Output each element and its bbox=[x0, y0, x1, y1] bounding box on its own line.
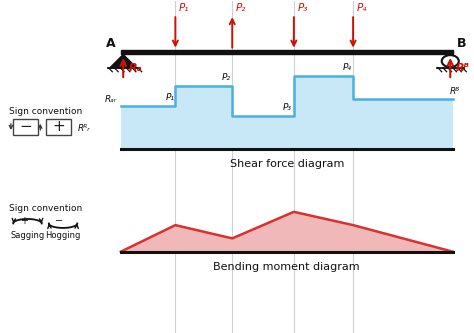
Text: Sign convention: Sign convention bbox=[9, 107, 82, 116]
Polygon shape bbox=[121, 76, 453, 149]
Text: P₃: P₃ bbox=[298, 3, 308, 13]
Text: Bending moment diagram: Bending moment diagram bbox=[213, 262, 360, 272]
Text: P₁: P₁ bbox=[166, 93, 175, 102]
Text: P₄: P₄ bbox=[357, 3, 367, 13]
Text: +: + bbox=[20, 216, 27, 226]
Text: P₄: P₄ bbox=[342, 63, 351, 72]
Text: Sign convention: Sign convention bbox=[9, 204, 82, 213]
Text: P₂: P₂ bbox=[236, 3, 246, 13]
Text: Rₐ: Rₐ bbox=[129, 63, 143, 73]
Text: −: − bbox=[55, 216, 64, 226]
Text: +: + bbox=[53, 119, 65, 134]
Text: Hogging: Hogging bbox=[46, 231, 81, 240]
Bar bbox=[121, 51, 453, 55]
Text: Rᴿᵣ: Rᴿᵣ bbox=[77, 124, 90, 133]
Bar bbox=[46, 119, 71, 135]
Polygon shape bbox=[110, 55, 137, 68]
Text: A: A bbox=[106, 37, 116, 50]
Text: −: − bbox=[19, 119, 32, 134]
Text: Sagging: Sagging bbox=[10, 231, 45, 240]
Text: B: B bbox=[456, 37, 466, 50]
Text: Shear force diagram: Shear force diagram bbox=[229, 159, 344, 169]
Text: Rᴮ: Rᴮ bbox=[450, 87, 460, 96]
Text: P₂: P₂ bbox=[221, 73, 230, 82]
Polygon shape bbox=[121, 212, 453, 252]
Bar bbox=[13, 119, 38, 135]
Text: P₁: P₁ bbox=[179, 3, 190, 13]
Text: Rₐᵣ: Rₐᵣ bbox=[105, 95, 117, 104]
Text: Rᴮ: Rᴮ bbox=[456, 63, 470, 73]
Text: P₃: P₃ bbox=[283, 103, 292, 112]
